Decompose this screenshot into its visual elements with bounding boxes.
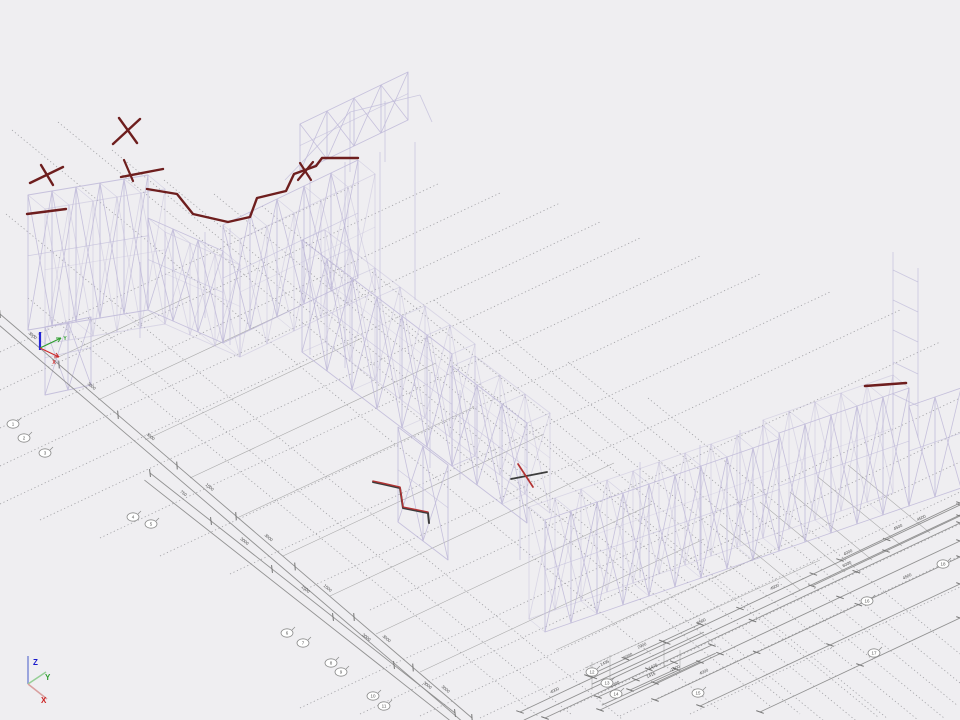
svg-text:3000: 3000 bbox=[239, 536, 250, 546]
svg-text:9: 9 bbox=[340, 670, 343, 675]
svg-text:3000: 3000 bbox=[422, 680, 433, 690]
svg-text:18: 18 bbox=[940, 562, 946, 567]
ucs-x-arrowhead bbox=[55, 352, 60, 358]
svg-text:1: 1 bbox=[12, 422, 15, 427]
svg-text:1500: 1500 bbox=[205, 482, 216, 492]
svg-text:15: 15 bbox=[695, 691, 701, 696]
svg-text:1500: 1500 bbox=[300, 584, 311, 594]
svg-text:13: 13 bbox=[604, 681, 610, 686]
triad-y-label: Y bbox=[45, 673, 51, 682]
svg-text:4500: 4500 bbox=[696, 617, 707, 626]
svg-text:4000: 4000 bbox=[698, 667, 709, 676]
svg-text:3000: 3000 bbox=[146, 432, 157, 442]
svg-text:4500: 4500 bbox=[916, 513, 927, 522]
svg-text:6000: 6000 bbox=[623, 651, 634, 660]
triad-y-axis bbox=[27, 671, 47, 685]
svg-text:2000: 2000 bbox=[637, 641, 648, 650]
svg-text:4: 4 bbox=[132, 515, 135, 520]
dimension-layer: 3000 3000 3000 1500 3000 1500 3000 3000 750 3000 1… bbox=[0, 310, 960, 720]
svg-text:8: 8 bbox=[330, 661, 333, 666]
svg-text:3000: 3000 bbox=[264, 533, 275, 543]
svg-text:3000: 3000 bbox=[441, 684, 452, 694]
steel-members-layer bbox=[25, 116, 908, 524]
svg-text:1435: 1435 bbox=[599, 658, 610, 667]
svg-text:3000: 3000 bbox=[382, 634, 393, 644]
svg-text:5: 5 bbox=[150, 522, 153, 527]
ucs-y-arrowhead bbox=[57, 337, 62, 343]
svg-text:7: 7 bbox=[302, 641, 305, 646]
svg-text:6000: 6000 bbox=[842, 559, 853, 568]
svg-text:1500: 1500 bbox=[323, 583, 334, 593]
axis-triad: Z Y X bbox=[27, 656, 51, 705]
svg-text:750: 750 bbox=[179, 489, 188, 498]
ucs-y-axis bbox=[39, 337, 62, 349]
svg-text:3000: 3000 bbox=[87, 381, 98, 391]
triad-x-label: X bbox=[41, 696, 47, 705]
svg-text:4000: 4000 bbox=[549, 686, 560, 695]
svg-text:16: 16 bbox=[864, 599, 870, 604]
grid-layer bbox=[0, 121, 960, 720]
svg-text:14: 14 bbox=[613, 692, 619, 697]
svg-text:2: 2 bbox=[23, 436, 26, 441]
svg-text:4000: 4000 bbox=[843, 548, 854, 557]
ucs-y-label: Y bbox=[63, 336, 67, 342]
svg-text:2000: 2000 bbox=[610, 679, 621, 688]
svg-text:1500: 1500 bbox=[670, 663, 681, 672]
wireframe-structure-layer bbox=[27, 71, 960, 633]
svg-text:4500: 4500 bbox=[893, 522, 904, 531]
svg-text:10: 10 bbox=[370, 694, 376, 699]
ucs-x-label: X bbox=[52, 360, 56, 366]
svg-text:6: 6 bbox=[286, 631, 289, 636]
triad-z-label: Z bbox=[33, 658, 38, 667]
svg-text:1475: 1475 bbox=[648, 662, 659, 671]
svg-text:4500: 4500 bbox=[769, 582, 780, 591]
svg-text:1415: 1415 bbox=[646, 670, 657, 679]
svg-text:12: 12 bbox=[589, 670, 595, 675]
svg-text:3: 3 bbox=[44, 451, 47, 456]
svg-text:11: 11 bbox=[382, 704, 387, 709]
ucs-icon: Y X bbox=[38, 332, 67, 366]
triad-x-axis bbox=[27, 683, 48, 700]
svg-text:17: 17 bbox=[871, 651, 877, 656]
svg-text:3000: 3000 bbox=[28, 331, 39, 341]
svg-text:4500: 4500 bbox=[902, 572, 913, 581]
ucs-x-axis bbox=[39, 347, 60, 358]
svg-text:3000: 3000 bbox=[361, 632, 372, 642]
